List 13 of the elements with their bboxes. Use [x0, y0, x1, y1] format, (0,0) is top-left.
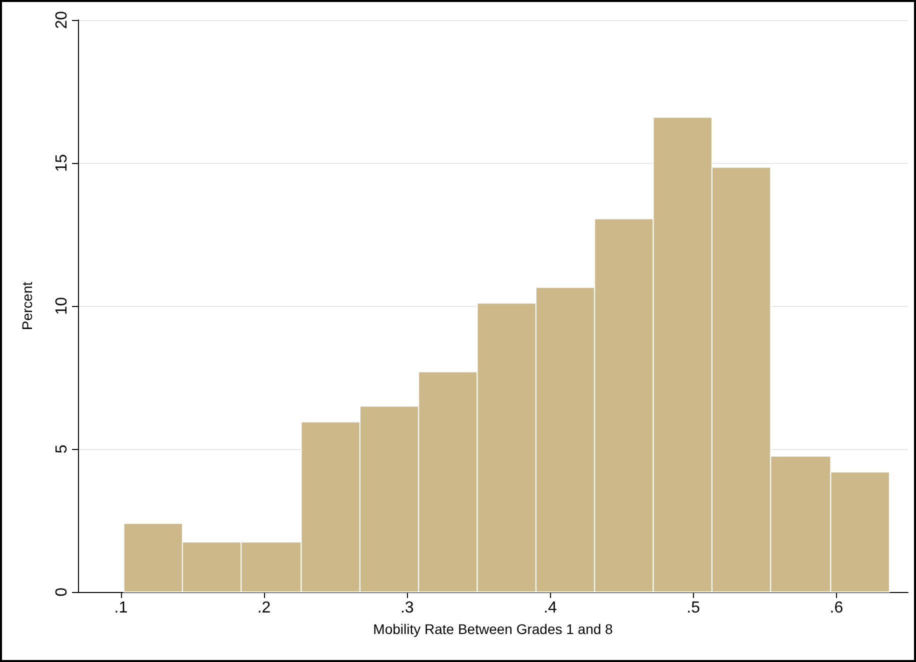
x-tick-label: .2 [257, 600, 271, 616]
x-tick-label: .5 [686, 600, 700, 616]
x-axis-title: Mobility Rate Between Grades 1 and 8 [373, 621, 614, 637]
x-tick-label: .4 [544, 600, 558, 616]
x-tick-label: .6 [830, 600, 844, 616]
y-tick-label: 0 [54, 587, 70, 596]
y-tick-label: 20 [54, 11, 70, 29]
y-tick-label: 10 [54, 297, 70, 315]
x-tick-label: .1 [114, 600, 128, 616]
x-tick-label: .3 [400, 600, 414, 616]
y-axis-title: Percent [19, 282, 35, 330]
y-tick-label: 5 [54, 444, 70, 454]
y-tick-label: 15 [54, 154, 70, 172]
